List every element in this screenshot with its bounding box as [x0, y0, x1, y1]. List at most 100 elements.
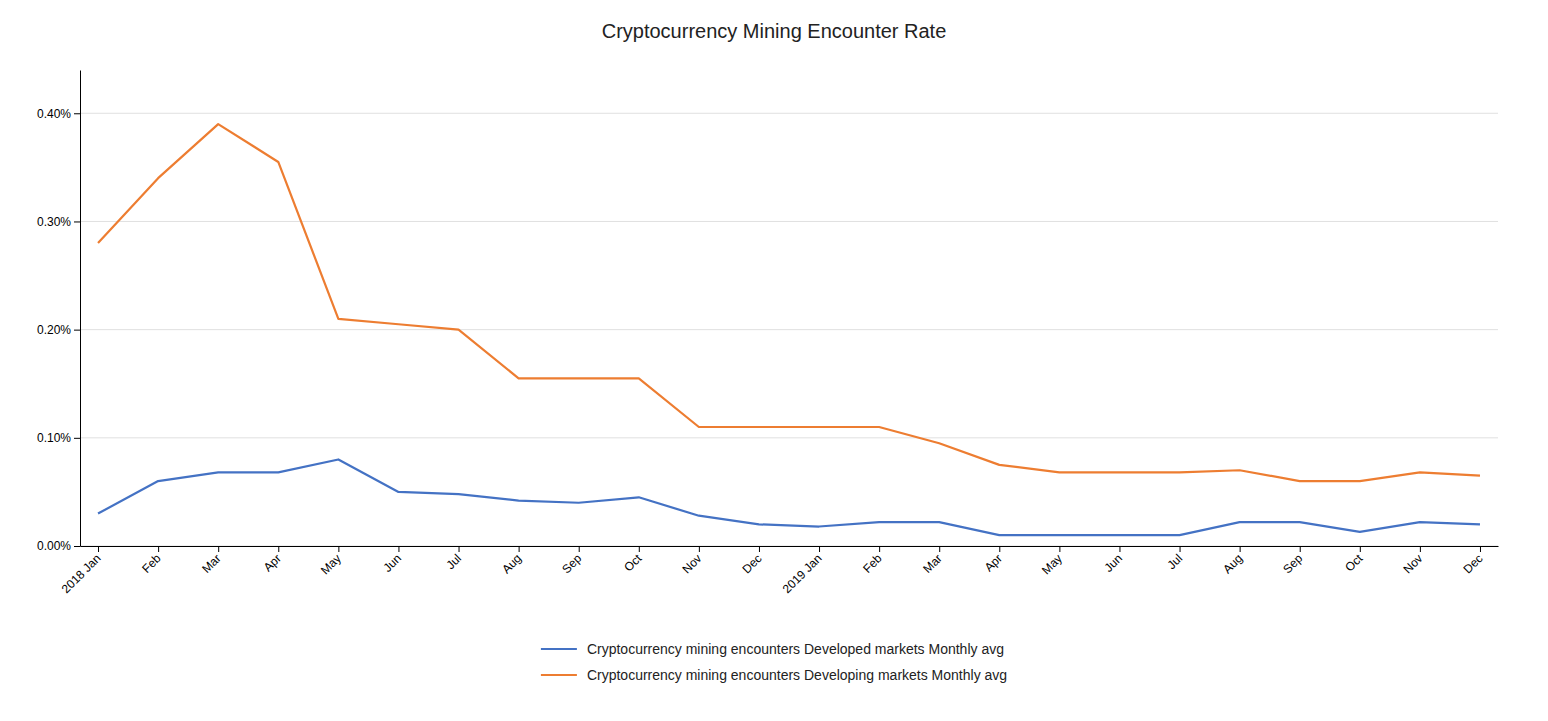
x-tick-label: Mar [920, 551, 945, 576]
x-tick: Dec [1461, 546, 1486, 576]
legend: Cryptocurrency mining encounters Develop… [541, 641, 1007, 683]
x-tick-mark [519, 546, 520, 552]
x-tick-mark [1420, 546, 1421, 552]
x-tick: Mar [920, 546, 945, 576]
x-tick-mark [398, 546, 399, 552]
x-tick: Jun [1101, 546, 1125, 575]
x-tick: Dec [740, 546, 765, 576]
x-tick: 2018 Jan [59, 546, 104, 596]
x-tick-label: Dec [1461, 551, 1486, 576]
x-tick: May [318, 546, 344, 577]
x-tick: Apr [261, 546, 284, 574]
x-tick-label: Nov [1400, 551, 1425, 576]
x-tick-label: Oct [1342, 551, 1366, 575]
x-tick-label: Jul [1164, 551, 1185, 572]
y-tick: 0.20% [37, 323, 80, 337]
x-tick: Feb [139, 546, 164, 576]
x-tick-label: May [318, 551, 344, 577]
grid-line [80, 221, 1498, 222]
y-tick: 0.00% [37, 539, 80, 553]
x-tick-label: Aug [1220, 551, 1245, 576]
x-tick: 2019 Jan [780, 546, 825, 596]
x-tick-mark [819, 546, 820, 552]
x-tick-label: Feb [860, 551, 885, 576]
legend-swatch [541, 674, 577, 676]
y-tick: 0.10% [37, 431, 80, 445]
x-tick-label: Sep [559, 551, 584, 576]
grid-line [80, 329, 1498, 330]
x-tick-mark [338, 546, 339, 552]
legend-label: Cryptocurrency mining encounters Develop… [587, 641, 1004, 657]
x-tick: Feb [860, 546, 885, 576]
x-axis: 2018 Jan Feb Mar Apr May Jun Jul Aug Sep Oct Nov De… [59, 546, 1499, 596]
y-tick-mark [74, 113, 80, 114]
grid-line [80, 113, 1498, 114]
legend-item: Cryptocurrency mining encounters Develop… [541, 641, 1004, 657]
series-line [98, 124, 1480, 481]
x-tick: Jul [1164, 546, 1185, 572]
y-tick-mark [74, 546, 80, 547]
y-tick-label: 0.10% [37, 431, 71, 445]
x-tick-label: 2018 Jan [59, 551, 104, 596]
x-tick-label: Oct [621, 551, 645, 575]
x-tick-label: Dec [740, 551, 765, 576]
x-tick-mark [278, 546, 279, 552]
y-axis: 0.00% 0.10% 0.20% 0.30% 0.40% [37, 71, 81, 554]
x-tick-mark [98, 546, 99, 552]
x-tick-mark [939, 546, 940, 552]
y-tick-mark [74, 330, 80, 331]
legend-label: Cryptocurrency mining encounters Develop… [587, 667, 1007, 683]
y-tick-label: 0.30% [37, 215, 71, 229]
x-tick-mark [699, 546, 700, 552]
x-tick-mark [1059, 546, 1060, 552]
y-tick: 0.40% [37, 107, 80, 121]
x-tick-mark [459, 546, 460, 552]
x-tick-label: Nov [679, 551, 704, 576]
y-tick-label: 0.20% [37, 323, 71, 337]
x-tick-label: May [1039, 551, 1065, 577]
x-tick-mark [218, 546, 219, 552]
legend-swatch [541, 648, 577, 650]
x-tick-mark [1360, 546, 1361, 552]
legend-item: Cryptocurrency mining encounters Develop… [541, 667, 1007, 683]
y-tick-label: 0.00% [37, 539, 71, 553]
x-tick: Oct [621, 546, 645, 574]
x-tick: Mar [199, 546, 224, 576]
x-tick-label: Aug [499, 551, 524, 576]
grid [80, 113, 1498, 546]
x-axis-line [81, 546, 1499, 547]
x-tick-label: Jun [380, 551, 404, 575]
x-tick: Sep [559, 546, 584, 576]
x-tick: Aug [499, 546, 524, 576]
x-tick-mark [999, 546, 1000, 552]
x-tick-label: Jul [443, 551, 464, 572]
x-tick-mark [1119, 546, 1120, 552]
grid-line [80, 437, 1498, 438]
x-tick: Oct [1342, 546, 1366, 574]
title: Cryptocurrency Mining Encounter Rate [602, 20, 947, 42]
y-tick-mark [74, 221, 80, 222]
x-tick-label: Feb [139, 551, 164, 576]
x-tick-mark [579, 546, 580, 552]
x-tick: Apr [982, 546, 1005, 574]
y-tick-mark [74, 438, 80, 439]
x-tick-label: 2019 Jan [780, 551, 825, 596]
grid-line [80, 546, 1498, 547]
x-tick: Nov [679, 546, 704, 576]
lines [98, 124, 1480, 535]
x-tick: Sep [1280, 546, 1305, 576]
x-tick-mark [158, 546, 159, 552]
x-tick-mark [1300, 546, 1301, 552]
plot-area: 0.00% 0.10% 0.20% 0.30% 0.40% 2018 Jan Feb Mar A… [37, 71, 1499, 597]
x-tick-mark [1240, 546, 1241, 552]
x-tick: Nov [1400, 546, 1425, 576]
x-tick-label: Apr [982, 551, 1005, 574]
x-tick-label: Sep [1280, 551, 1305, 576]
x-tick: Aug [1220, 546, 1245, 576]
series-line [98, 459, 1480, 535]
x-tick-mark [639, 546, 640, 552]
x-tick-mark [759, 546, 760, 552]
x-tick: May [1039, 546, 1065, 577]
x-tick: Jun [380, 546, 404, 575]
x-tick-label: Jun [1101, 551, 1125, 575]
